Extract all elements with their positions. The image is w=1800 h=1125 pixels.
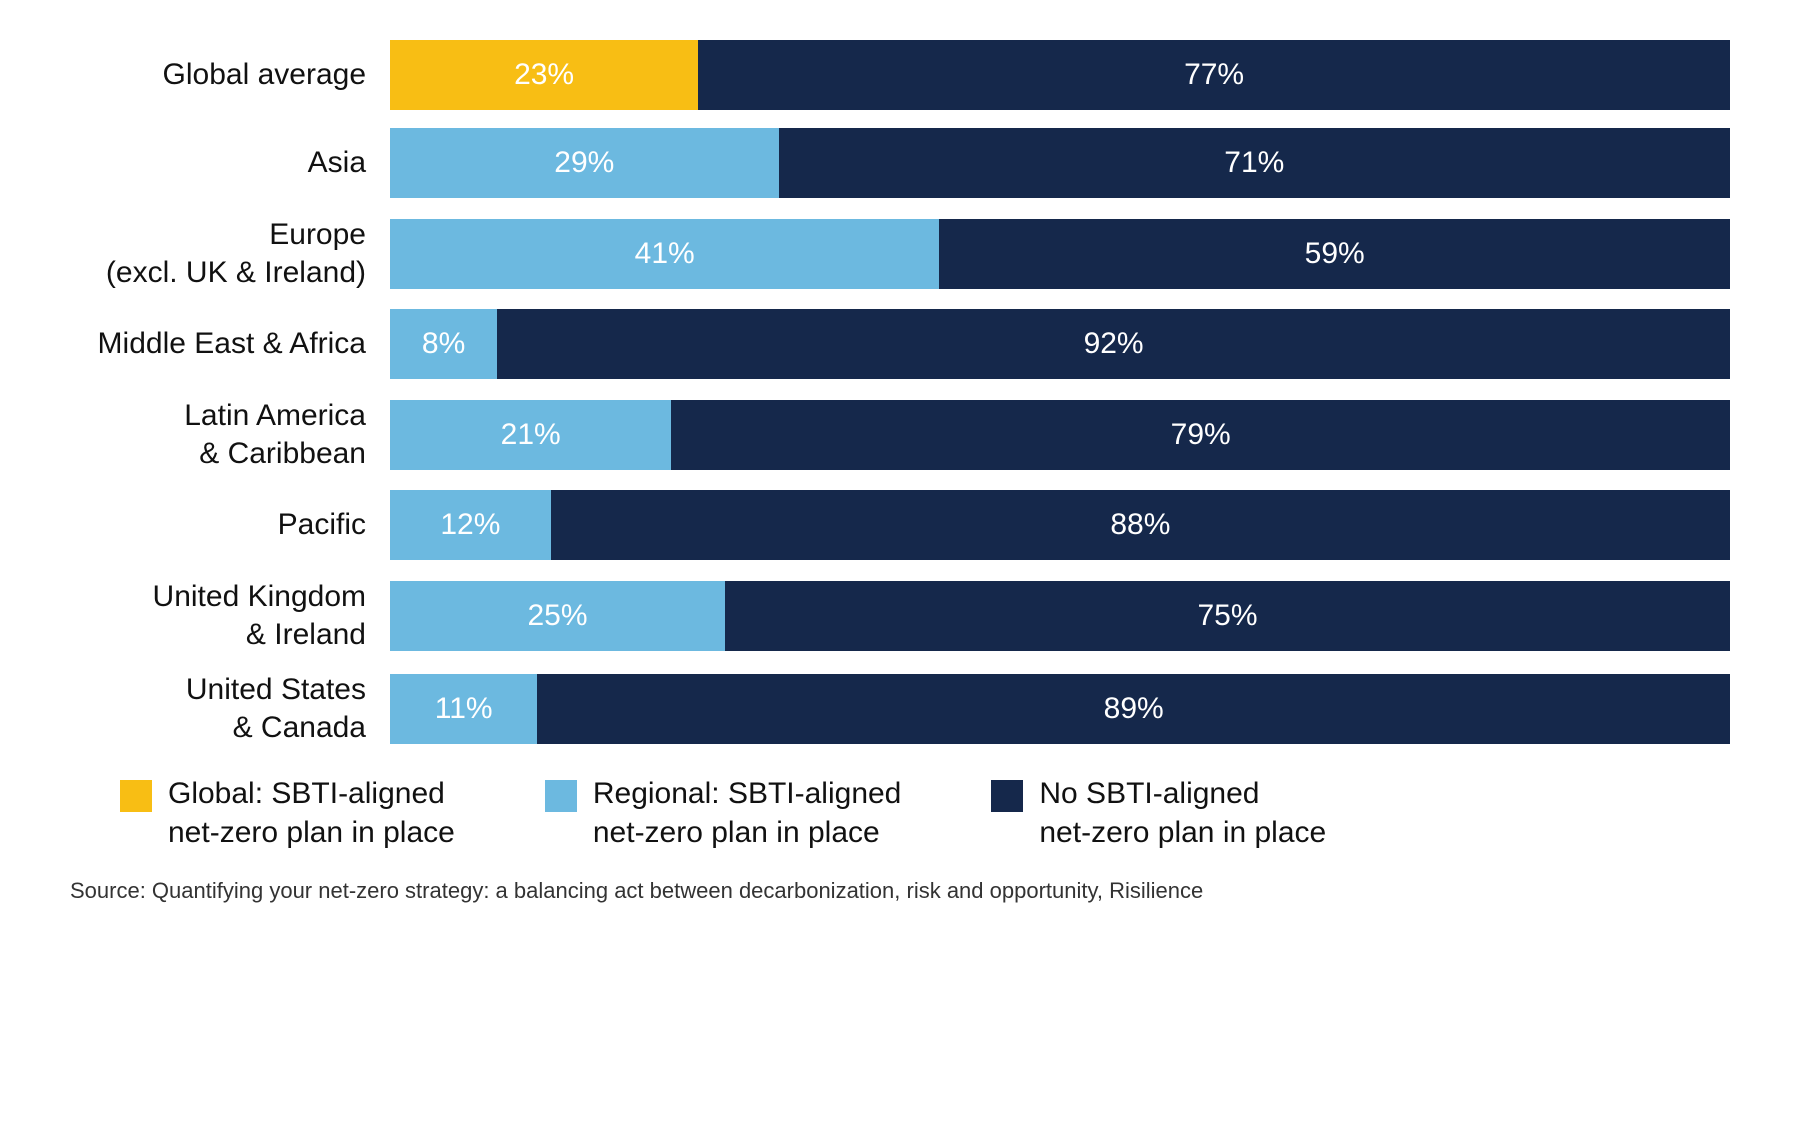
stacked-bar: 21%79% [390, 400, 1730, 470]
row-label: Europe(excl. UK & Ireland) [70, 216, 390, 291]
row-label: Asia [70, 144, 390, 182]
bar-segment: 41% [390, 219, 939, 289]
bar-segment: 77% [698, 40, 1730, 110]
sbti-stacked-bar-chart: Global average23%77%Asia29%71%Europe(exc… [70, 40, 1730, 746]
legend-label: No SBTI-alignednet-zero plan in place [1039, 774, 1326, 852]
chart-row: Latin America& Caribbean21%79% [70, 397, 1730, 472]
row-label: Latin America& Caribbean [70, 397, 390, 472]
legend-label: Regional: SBTI-alignednet-zero plan in p… [593, 774, 902, 852]
bar-segment: 88% [551, 490, 1730, 560]
chart-row: Middle East & Africa8%92% [70, 309, 1730, 379]
stacked-bar: 25%75% [390, 581, 1730, 651]
bar-segment: 8% [390, 309, 497, 379]
chart-row: Pacific12%88% [70, 490, 1730, 560]
bar-segment: 12% [390, 490, 551, 560]
bar-segment: 23% [390, 40, 698, 110]
bar-segment: 11% [390, 674, 537, 744]
row-label: Global average [70, 56, 390, 94]
stacked-bar: 11%89% [390, 674, 1730, 744]
bar-segment: 59% [939, 219, 1730, 289]
bar-segment: 79% [671, 400, 1730, 470]
chart-row: United Kingdom& Ireland25%75% [70, 578, 1730, 653]
stacked-bar: 8%92% [390, 309, 1730, 379]
legend-swatch [120, 780, 152, 812]
bar-segment: 25% [390, 581, 725, 651]
stacked-bar: 23%77% [390, 40, 1730, 110]
stacked-bar: 12%88% [390, 490, 1730, 560]
source-citation: Source: Quantifying your net-zero strate… [70, 878, 1730, 904]
stacked-bar: 29%71% [390, 128, 1730, 198]
bar-segment: 29% [390, 128, 779, 198]
legend: Global: SBTI-alignednet-zero plan in pla… [120, 774, 1730, 852]
legend-item: Global: SBTI-alignednet-zero plan in pla… [120, 774, 455, 852]
chart-row: Global average23%77% [70, 40, 1730, 110]
legend-label: Global: SBTI-alignednet-zero plan in pla… [168, 774, 455, 852]
bar-segment: 75% [725, 581, 1730, 651]
chart-row: Asia29%71% [70, 128, 1730, 198]
stacked-bar: 41%59% [390, 219, 1730, 289]
legend-item: Regional: SBTI-alignednet-zero plan in p… [545, 774, 902, 852]
chart-row: Europe(excl. UK & Ireland)41%59% [70, 216, 1730, 291]
bar-segment: 71% [779, 128, 1730, 198]
legend-swatch [991, 780, 1023, 812]
legend-swatch [545, 780, 577, 812]
row-label: United Kingdom& Ireland [70, 578, 390, 653]
row-label: Middle East & Africa [70, 325, 390, 363]
bar-segment: 92% [497, 309, 1730, 379]
bar-segment: 89% [537, 674, 1730, 744]
row-label: United States& Canada [70, 671, 390, 746]
bar-segment: 21% [390, 400, 671, 470]
row-label: Pacific [70, 506, 390, 544]
chart-row: United States& Canada11%89% [70, 671, 1730, 746]
legend-item: No SBTI-alignednet-zero plan in place [991, 774, 1326, 852]
